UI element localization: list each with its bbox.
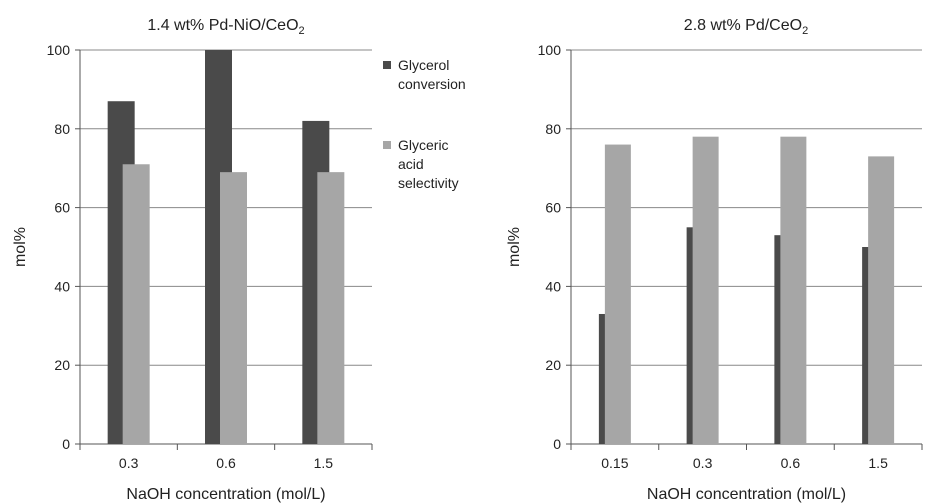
y-tick-label: 80 — [54, 121, 70, 137]
x-tick-label: 0.3 — [119, 455, 139, 471]
bar-s2-0.6 — [780, 136, 807, 444]
chart-title-main: 1.4 wt% Pd-NiO/CeO — [147, 17, 298, 34]
legend-label: selectivity — [398, 175, 459, 191]
bar-s2-1.5 — [868, 156, 895, 444]
y-tick-label: 80 — [545, 121, 561, 137]
chart-1: 0 20 40 60 80 100 0.3 0.6 1.5 1.4 wt% Pd-NiO/CeO2… — [12, 17, 466, 503]
y-tick-label: 0 — [62, 436, 70, 452]
x-axis-label: NaOH concentration (mol/L) — [647, 486, 846, 503]
y-tick-label: 40 — [54, 278, 70, 294]
legend-swatch-1 — [383, 61, 391, 69]
y-tick-label: 100 — [47, 42, 71, 58]
y-tick-label: 100 — [538, 42, 562, 58]
bar-s2-1.5 — [317, 172, 345, 444]
bar-s2-0.3 — [122, 164, 150, 444]
y-axis-label: mol% — [506, 227, 523, 267]
bar-s2-0.15 — [604, 144, 631, 444]
x-tick-label: 0.3 — [693, 455, 713, 471]
x-axis-label: NaOH concentration (mol/L) — [126, 486, 325, 503]
legend-swatch-2 — [383, 141, 391, 149]
y-tick-label: 60 — [545, 200, 561, 216]
x-tick-label: 0.15 — [601, 455, 628, 471]
x-tick-label: 0.6 — [781, 455, 801, 471]
bar-s2-0.3 — [692, 136, 719, 444]
legend-label: Glycerol — [398, 57, 449, 73]
y-tick-label: 40 — [545, 278, 561, 294]
chart-title-main: 2.8 wt% Pd/CeO — [684, 17, 802, 34]
chart-title-subscript: 2 — [299, 25, 305, 37]
chart-title-subscript: 2 — [802, 25, 808, 37]
chart-title: 1.4 wt% Pd-NiO/CeO2 — [147, 17, 304, 37]
legend-label: conversion — [398, 76, 466, 92]
y-tick-label: 60 — [54, 200, 70, 216]
y-tick-label: 0 — [553, 436, 561, 452]
chart-2: 0 20 40 60 80 100 0.15 0.3 0.6 1.5 2.8 wt% Pd/CeO2… — [506, 17, 923, 503]
bar-s2-0.6 — [220, 172, 247, 444]
legend-label: acid — [398, 156, 424, 172]
y-axis-label: mol% — [12, 227, 29, 267]
x-tick-label: 1.5 — [314, 455, 334, 471]
chart-title: 2.8 wt% Pd/CeO2 — [684, 17, 808, 37]
legend: Glycerol conversion Glyceric acid selectivit… — [383, 57, 466, 191]
y-tick-label: 20 — [545, 357, 561, 373]
legend-label: Glyceric — [398, 137, 449, 153]
y-tick-label: 20 — [54, 357, 70, 373]
x-tick-label: 1.5 — [868, 455, 888, 471]
x-tick-label: 0.6 — [216, 455, 236, 471]
